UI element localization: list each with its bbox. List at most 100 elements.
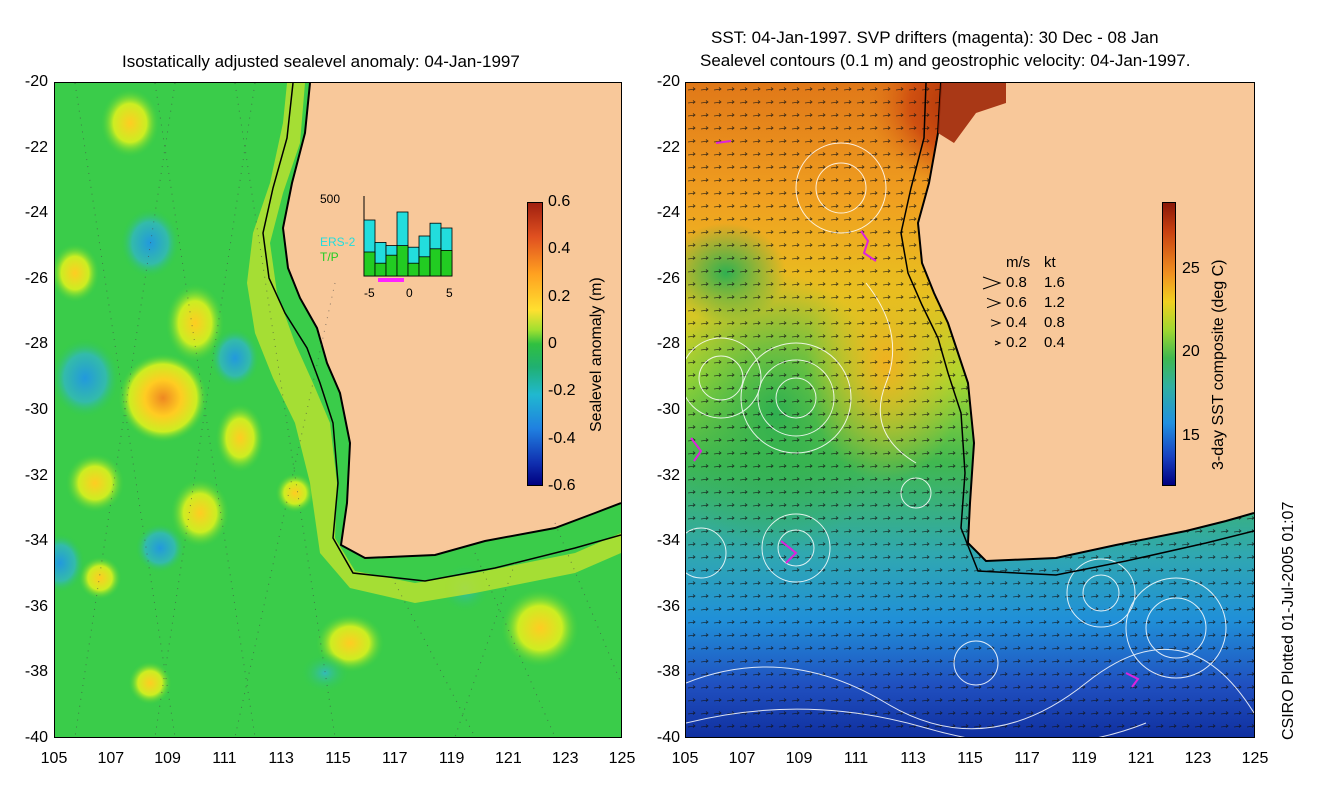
high-anomaly-eddy [100, 88, 160, 158]
x-tick-label: 109 [154, 750, 181, 767]
x-tick-label: 115 [957, 750, 983, 767]
x-tick-label: 109 [785, 750, 813, 767]
low-anomaly-eddy [135, 523, 185, 573]
high-anomaly-eddy [55, 243, 100, 303]
sst-colorbar-label: 3-day SST composite (deg C) [1210, 259, 1227, 470]
y-tick-label: -22 [656, 138, 680, 156]
y-tick-label: -40 [24, 729, 48, 746]
high-anomaly-eddy [128, 661, 172, 705]
inset-bar-tp [440, 250, 453, 277]
y-tick-label: -40 [656, 729, 680, 746]
sealevel-colorbar [527, 202, 543, 486]
inset-histogram-svg [363, 196, 453, 282]
y-tick-label: -36 [656, 597, 680, 615]
sealevel-contours [686, 142, 1254, 737]
x-tick-label: 123 [1184, 750, 1212, 767]
low-anomaly-eddy [210, 328, 260, 388]
inset-xtick: -5 [364, 286, 375, 300]
high-anomaly-eddy [500, 588, 580, 668]
x-tick-label: 123 [551, 750, 579, 767]
x-tick-label: 125 [608, 750, 636, 767]
x-tick-label: 115 [325, 750, 351, 767]
sst-map-svg [686, 83, 1254, 737]
high-anomaly-eddy [170, 478, 230, 548]
sealevel-map-svg [55, 83, 621, 737]
velocity-legend-kt: 1.6 [1044, 274, 1065, 291]
y-tick-label: -20 [24, 73, 48, 90]
velocity-legend-header-kt: kt [1044, 254, 1056, 271]
colorbar-tick-label: -0.4 [548, 429, 576, 447]
y-tick-label: -28 [24, 335, 48, 353]
y-tick-label: -34 [656, 532, 680, 550]
velocity-legend-kt: 0.4 [1044, 334, 1065, 351]
right-panel-title-line2: Sealevel contours (0.1 m) and geostrophi… [700, 51, 1191, 70]
colorbar-tick-label: 0.6 [548, 193, 571, 210]
inset-bar-tp [385, 254, 398, 277]
x-tick-label: 125 [1241, 750, 1269, 767]
velocity-arrow-icon [990, 319, 1002, 327]
svp-drifter-tracks [690, 140, 1140, 688]
warm-coastal-water [938, 83, 1006, 143]
colorbar-tick-label: -0.6 [548, 477, 576, 494]
inset-series-label-ers2: ERS-2 [320, 235, 356, 249]
low-anomaly-eddy [120, 208, 180, 278]
colorbar-tick-label: 20 [1182, 343, 1200, 361]
inset-bar-tp [363, 251, 376, 277]
x-tick-label: 113 [900, 750, 926, 767]
y-tick-label: -32 [24, 466, 48, 484]
y-tick-label: -34 [24, 532, 48, 550]
low-anomaly-eddy [55, 533, 85, 593]
x-tick-label: 105 [671, 750, 699, 767]
inset-bar-tp [429, 248, 442, 277]
inset-bar-tp [418, 256, 431, 277]
low-anomaly-eddy [300, 653, 350, 693]
colorbar-tick-label: 0 [548, 335, 557, 352]
colorbar-tick-label: -0.2 [548, 382, 576, 400]
y-tick-label: -36 [24, 597, 48, 615]
high-anomaly-eddy [165, 283, 225, 363]
y-tick-label: -24 [24, 204, 48, 222]
velocity-legend-ms: 0.4 [1006, 314, 1027, 331]
left-panel-title: Isostatically adjusted sealevel anomaly:… [122, 52, 520, 71]
right-panel-title-line1: SST: 04-Jan-1997. SVP drifters (magenta)… [711, 28, 1159, 47]
x-tick-label: 107 [97, 750, 125, 767]
inset-xtick: 5 [446, 286, 453, 300]
x-tick-label: 113 [268, 750, 294, 767]
velocity-legend-ms: 0.8 [1006, 274, 1027, 291]
y-tick-label: -30 [24, 401, 48, 418]
x-tick-label: 107 [728, 750, 756, 767]
plot-credit: CSIRO Plotted 01-Jul-2005 01:07 [1280, 501, 1297, 740]
velocity-arrow-icon [982, 276, 1002, 290]
inset-series-label-tp: T/P [320, 250, 339, 264]
velocity-legend-ms: 0.2 [1006, 334, 1027, 351]
inset-xtick: 0 [406, 286, 413, 300]
y-tick-label: -26 [24, 269, 48, 287]
colorbar-tick-label: 15 [1182, 426, 1200, 444]
velocity-legend-kt: 0.8 [1044, 314, 1065, 331]
sst-colorbar [1162, 202, 1176, 486]
x-tick-label: 119 [1071, 750, 1097, 767]
sealevel-colorbar-label: Sealevel anomaly (m) [588, 277, 605, 432]
x-tick-label: 121 [495, 750, 522, 767]
altimeter-tracks [74, 83, 621, 737]
sealevel-anomaly-map[interactable] [54, 82, 622, 738]
sst-velocity-map[interactable] [685, 82, 1255, 738]
y-tick-label: -28 [656, 335, 680, 353]
high-anomaly-eddy [215, 403, 265, 473]
y-tick-label: -22 [24, 138, 48, 156]
x-tick-label: 111 [843, 750, 869, 767]
velocity-legend: m/s kt 0.8 1.6 0.6 1.2 0.4 0.8 0.2 0.4 [980, 254, 1090, 354]
x-tick-label: 117 [1014, 750, 1040, 767]
x-tick-label: 111 [212, 750, 237, 767]
high-anomaly-eddy [78, 556, 122, 600]
coastline [281, 83, 621, 560]
inset-bar-tp [374, 262, 387, 277]
colorbar-tick-label: 0.2 [548, 287, 571, 305]
inset-time-window-marker [378, 278, 404, 282]
y-tick-label: -26 [656, 269, 680, 287]
y-tick-label: -30 [656, 401, 680, 418]
y-tick-label: -38 [24, 663, 48, 681]
y-tick-label: -38 [656, 663, 680, 681]
velocity-legend-ms: 0.6 [1006, 294, 1027, 311]
velocity-legend-header-ms: m/s [1006, 254, 1031, 271]
